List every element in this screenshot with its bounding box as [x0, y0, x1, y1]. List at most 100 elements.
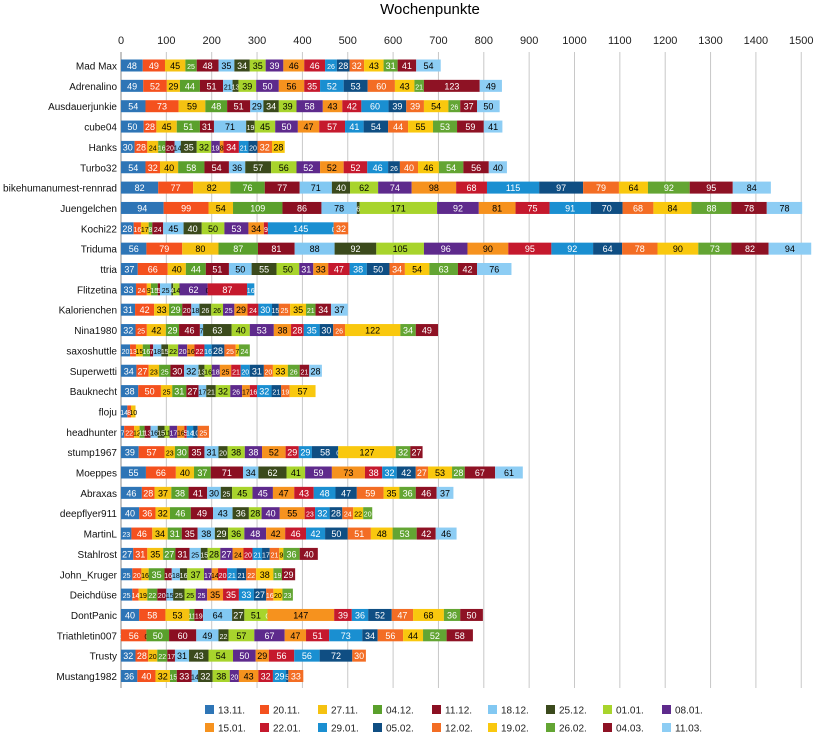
bar-value-label: 26	[335, 329, 343, 336]
bar-value-label: 56	[471, 163, 481, 173]
bar-value-label: 32	[317, 509, 327, 519]
bar-value-label: 49	[197, 509, 207, 519]
bar-value-label: 25	[186, 593, 194, 600]
bar-segment	[362, 629, 378, 642]
legend-swatch	[373, 705, 382, 714]
bar-row: 54 73 59 48 51 29 34 39 58 43 42 60 39 39 54 26 37 50	[121, 100, 500, 113]
legend-swatch	[662, 705, 671, 714]
bar-segment	[147, 547, 164, 560]
bar-segment	[435, 527, 457, 540]
bar-value-label: 31	[177, 549, 187, 559]
bar-segment	[199, 79, 224, 92]
bar-segment	[325, 527, 348, 540]
x-tick-label: 400	[293, 35, 311, 47]
bar-value-label: 45	[170, 61, 180, 71]
bar-segment	[121, 140, 135, 153]
bar-value-label: 31	[202, 122, 212, 132]
bar-value-label: 28	[273, 142, 283, 152]
bar-value-label: 56	[279, 163, 289, 173]
bar-value-label: 28	[311, 366, 321, 376]
bar-value-label: 58	[147, 610, 157, 620]
bar-segment	[211, 344, 225, 357]
bar-segment	[133, 547, 148, 560]
category-label: deepflyer911	[60, 509, 118, 520]
bar-segment	[349, 59, 365, 72]
bar-value-label: 25	[163, 390, 171, 397]
legend-label: 19.02.	[501, 724, 529, 735]
bar-value-label: 45	[162, 122, 172, 132]
bar-value-label: 21	[238, 573, 246, 580]
bar-value-label: 17	[169, 430, 177, 437]
bar-segment	[197, 425, 209, 438]
bar-segment	[303, 324, 320, 337]
bar-value-label: 51	[206, 81, 216, 91]
bar-value-label: 25	[162, 288, 170, 295]
bar-value-label: 15	[157, 430, 165, 437]
bar-segment	[218, 242, 258, 255]
bar-segment	[150, 344, 154, 357]
bar-segment	[267, 222, 334, 235]
bar-value-label: 56	[287, 81, 297, 91]
bar-segment	[243, 547, 253, 560]
bar-value-label: 50	[282, 122, 292, 132]
bar-segment	[121, 486, 142, 499]
bar-segment	[166, 588, 174, 601]
bar-value-label: 15	[272, 308, 280, 315]
bar-segment	[363, 120, 389, 133]
bar-segment	[135, 649, 149, 662]
bar-segment	[194, 344, 205, 357]
bar-segment	[342, 507, 354, 520]
bar-segment	[457, 120, 484, 133]
bar-value-label: 25	[187, 64, 195, 71]
bar-value-label: 6	[356, 206, 360, 213]
bar-value-label: 54	[128, 163, 138, 173]
bar-segment	[359, 201, 438, 214]
bar-value-label: 16	[250, 390, 258, 397]
bar-segment	[135, 283, 147, 296]
bar-value-label: 105	[393, 244, 408, 254]
bar-value-label: 50	[331, 529, 341, 539]
bar-segment	[121, 79, 144, 92]
bar-value-label: 40	[236, 326, 246, 336]
bar-segment	[155, 670, 170, 682]
x-tick-label: 800	[475, 35, 493, 47]
bar-value-label: 40	[141, 672, 151, 682]
bar-value-label: 18	[153, 349, 161, 356]
bar-value-label: 27	[187, 387, 197, 397]
bar-segment	[124, 425, 135, 438]
legend-swatch	[318, 705, 327, 714]
bar-segment	[136, 364, 149, 377]
bar-segment	[248, 507, 262, 520]
bar-value-label: 94	[785, 244, 795, 254]
chart-title: Wochenpunkte	[380, 1, 480, 18]
x-tick-label: 600	[384, 35, 402, 47]
bar-segment	[220, 486, 233, 499]
bar-segment	[288, 670, 304, 682]
bar-value-label: 73	[710, 244, 720, 254]
bar-segment	[148, 222, 153, 235]
bar-segment	[220, 547, 233, 560]
bar-value-label: 35	[191, 448, 201, 458]
bar-segment	[223, 140, 239, 153]
bar-value-label: 46	[373, 163, 383, 173]
bar-value-label: 7	[200, 329, 204, 336]
bar-segment	[218, 629, 229, 642]
bar-segment	[263, 100, 279, 113]
bar-value-label: 52	[327, 163, 337, 173]
bar-value-label: 8	[149, 227, 153, 234]
bar-value-label: 70	[602, 203, 612, 213]
bar-value-label: 43	[244, 672, 254, 682]
x-tick-label: 1100	[608, 35, 632, 47]
bar-segment	[411, 181, 457, 194]
bar-value-label: 46	[423, 163, 433, 173]
bar-segment	[228, 629, 255, 642]
bar-segment	[368, 608, 392, 621]
bar-segment	[186, 385, 199, 398]
bar-value-label: 25	[281, 308, 289, 315]
bar-value-label: 20	[166, 145, 174, 152]
bar-value-label: 30	[172, 366, 182, 376]
bar-segment	[246, 568, 257, 581]
bar-segment	[144, 425, 151, 438]
bar-value-label: 58	[186, 163, 196, 173]
bar-segment	[467, 242, 509, 255]
